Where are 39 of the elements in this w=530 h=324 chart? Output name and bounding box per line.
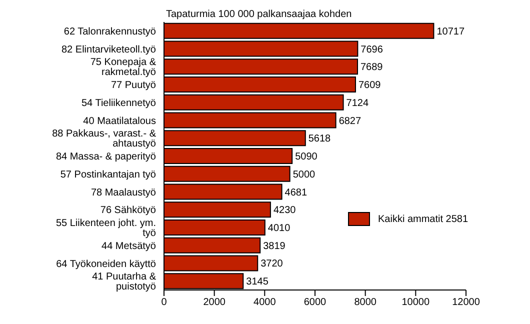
y-tick-label: 40 Maatilatalous — [83, 116, 156, 127]
data-label: 5090 — [295, 152, 318, 163]
x-tick-label: 0 — [161, 297, 168, 308]
x-tick-label: 6000 — [304, 297, 327, 308]
data-label: 7696 — [360, 44, 384, 56]
x-tick-label: 4000 — [254, 297, 276, 308]
x-tick-label: 2000 — [203, 297, 226, 308]
y-tick-label: 64 Työkoneiden käyttö — [56, 258, 156, 270]
data-label: 5000 — [292, 169, 316, 180]
data-label: 7609 — [358, 80, 382, 92]
y-tick-label: 54 Tieliikennetyö — [82, 98, 156, 109]
y-tick-label: 57 Postinkantajan työ — [60, 169, 156, 180]
y-tick-label: 55 Liikenteen joht. ym. työ — [56, 218, 156, 240]
y-tick-label: 88 Pakkaus-, varast.- & ahtaustyö — [52, 128, 156, 150]
x-tick-label: 12000 — [452, 297, 480, 308]
y-tick-label: 84 Massa- & paperityö — [56, 152, 156, 163]
data-label: 3720 — [260, 258, 284, 270]
x-tick-label: 8000 — [354, 297, 377, 308]
y-tick-label: 62 Talonrakennustyö — [64, 26, 156, 38]
data-label: 5618 — [308, 134, 332, 145]
y-tick-label: 44 Metsätyö — [102, 240, 156, 252]
y-tick-label: 41 Puutarha & puistotyö — [92, 272, 156, 293]
y-tick-label: 78 Maalaustyö — [90, 187, 156, 198]
data-label: 4230 — [273, 205, 296, 216]
data-label: 10717 — [436, 26, 465, 38]
data-label: 3145 — [246, 276, 269, 288]
data-label: 6827 — [338, 116, 362, 127]
legend-label: Kaikki ammatit 2581 — [378, 214, 468, 224]
y-tick-label: 75 Konepaja & rakmetal.työ — [90, 57, 156, 78]
chart-title: Tapaturmia 100 000 palkansaajaa kohden — [166, 9, 352, 20]
data-label: 4010 — [268, 223, 291, 234]
data-label: 4681 — [284, 187, 308, 198]
y-tick-label: 77 Puutyö — [110, 80, 156, 92]
x-tick-label: 10000 — [402, 297, 430, 308]
y-tick-label: 82 Elintarviketeoll.työ — [62, 44, 156, 56]
data-label: 7124 — [346, 98, 369, 109]
y-tick-label: 76 Sähkötyö — [100, 205, 156, 216]
data-label: 3819 — [263, 240, 286, 252]
data-label: 7689 — [360, 62, 384, 74]
